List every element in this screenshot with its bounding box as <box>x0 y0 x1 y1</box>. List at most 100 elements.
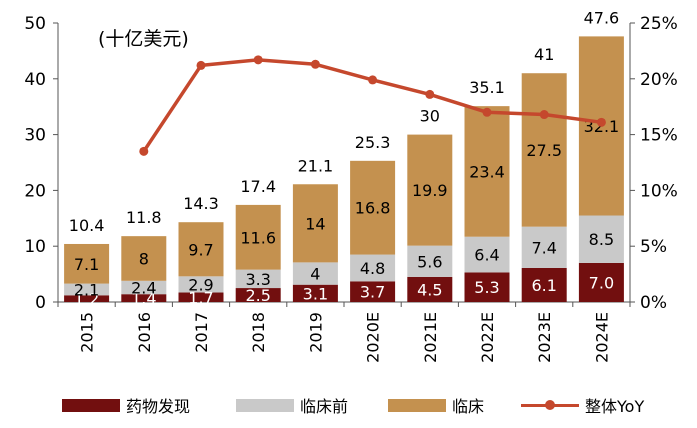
bar-segment-drug-discovery <box>121 294 167 302</box>
bar-total-label: 30 <box>420 107 440 126</box>
bar-segment-drug-discovery <box>464 272 510 302</box>
legend-label-drug-discovery: 药物发现 <box>126 397 191 416</box>
left-tick-label: 20 <box>24 181 46 201</box>
unit-label: (十亿美元) <box>98 28 189 50</box>
legend-swatch-preclinical <box>236 398 294 412</box>
legend-item-clinical: 临床 <box>388 394 484 416</box>
bar-segment-clinical <box>292 184 338 263</box>
x-tick-label: 2024E <box>592 312 611 363</box>
bar-total-label: 17.4 <box>240 177 276 196</box>
bar-segment-clinical <box>235 204 281 270</box>
x-tick-label: 2023E <box>535 312 554 363</box>
bar-segment-clinical-label: 27.5 <box>526 141 562 160</box>
yoy-point <box>482 107 492 117</box>
yoy-point <box>196 60 206 70</box>
bar-total-label: 25.3 <box>355 133 391 152</box>
bar-total-label: 11.8 <box>126 208 162 227</box>
bar-segment-drug-discovery <box>178 292 224 302</box>
legend-swatch-yoy <box>521 398 579 412</box>
right-tick-label: 10% <box>640 181 678 201</box>
bar-segment-drug-discovery <box>292 284 338 302</box>
bar-segment-clinical-label: 23.4 <box>469 162 505 181</box>
bar-segment-preclinical <box>464 236 510 273</box>
x-tick-label: 2015 <box>78 312 97 353</box>
bar-segment-preclinical-label: 3.3 <box>245 270 270 289</box>
bar-segment-preclinical <box>578 215 624 263</box>
legend-item-preclinical: 临床前 <box>236 394 348 416</box>
yoy-point <box>310 59 320 69</box>
bar-segment-drug-discovery <box>521 267 567 302</box>
bar-segment-drug-discovery-label: 6.1 <box>531 276 556 295</box>
bar-segment-drug-discovery <box>350 281 396 302</box>
bar-segment-clinical-label: 14 <box>305 214 325 233</box>
bar-segment-drug-discovery-label: 4.5 <box>417 280 442 299</box>
bar-segment-drug-discovery-label: 1.7 <box>188 288 213 307</box>
bar-total-label: 35.1 <box>469 78 505 97</box>
bar-segment-preclinical-label: 2.4 <box>131 278 156 297</box>
bar-segment-drug-discovery <box>235 288 281 302</box>
legend-swatch-drug-discovery <box>62 398 120 412</box>
x-tick-label: 2019 <box>306 312 325 353</box>
bar-total-label: 41 <box>534 45 554 64</box>
left-tick-label: 30 <box>24 126 46 146</box>
total-labels: 10.4 11.8 14.3 17.4 21.1 25.3 30 35.1 41 47.6 <box>69 8 619 235</box>
legend-label-clinical: 临床 <box>452 397 485 416</box>
bar-segment-drug-discovery <box>407 276 453 302</box>
yoy-line-layer <box>139 55 606 156</box>
bar-segment-clinical <box>64 243 110 284</box>
yoy-point <box>368 75 378 85</box>
x-tick-label: 2020E <box>364 312 383 363</box>
bar-segment-clinical <box>407 134 453 246</box>
left-tick-label: 0 <box>35 293 46 313</box>
bar-segment-clinical-label: 19.9 <box>412 181 448 200</box>
right-tick-label: 25% <box>640 14 678 34</box>
bar-segment-preclinical <box>121 280 167 295</box>
bar-segment-preclinical <box>407 245 453 277</box>
bar-total-label: 10.4 <box>69 216 105 235</box>
bar-segment-preclinical-label: 4.8 <box>360 259 385 278</box>
bar-segment-preclinical-label: 4 <box>310 265 320 284</box>
bar-segment-clinical <box>464 106 510 237</box>
bar-segment-preclinical <box>521 226 567 268</box>
yoy-point <box>253 55 263 65</box>
left-tick-label: 10 <box>24 237 46 257</box>
yoy-point <box>596 117 606 127</box>
bar-segment-drug-discovery-label: 2.5 <box>245 286 270 305</box>
left-tick-label: 40 <box>24 70 46 90</box>
bar-segment-clinical-label: 16.8 <box>355 199 391 218</box>
bar-segment-clinical-label: 7.1 <box>74 255 99 274</box>
x-tick-label: 2021E <box>421 312 440 363</box>
bar-segment-drug-discovery-label: 5.3 <box>474 278 499 297</box>
bar-segment-preclinical-label: 2.9 <box>188 275 213 294</box>
x-tick-label: 2017 <box>192 312 211 353</box>
legend: 药物发现 临床前 临床 整体YoY <box>0 388 697 420</box>
left-tick-label: 50 <box>24 14 46 34</box>
bar-segment-clinical <box>350 160 396 255</box>
axes: 0 10 20 30 40 50 0% 5% 10% 15% 20% 25% 2015 2016 2017 2… <box>24 14 677 363</box>
bars <box>64 36 624 302</box>
right-tick-label: 15% <box>640 126 678 146</box>
legend-item-yoy: 整体YoY <box>521 394 644 416</box>
bar-segment-drug-discovery <box>64 295 110 302</box>
bar-segment-drug-discovery-label: 7.0 <box>589 273 614 292</box>
bar-segment-preclinical-label: 6.4 <box>474 246 499 265</box>
bar-segment-preclinical-label: 8.5 <box>589 230 614 249</box>
bar-segment-clinical <box>178 222 224 277</box>
legend-label-preclinical: 临床前 <box>300 397 349 416</box>
bar-segment-preclinical <box>292 262 338 285</box>
x-tick-label: 2016 <box>135 312 154 353</box>
bar-segment-drug-discovery <box>578 262 624 302</box>
bar-segment-clinical-label: 11.6 <box>240 228 276 247</box>
yoy-point <box>139 146 149 156</box>
bar-total-label: 21.1 <box>298 156 334 175</box>
bar-segment-preclinical <box>235 269 281 289</box>
bar-total-label: 14.3 <box>183 194 219 213</box>
legend-swatch-clinical <box>388 398 446 412</box>
bar-segment-preclinical-label: 5.6 <box>417 252 442 271</box>
bar-segment-drug-discovery-label: 1.2 <box>74 290 99 309</box>
x-tick-label: 2018 <box>249 312 268 353</box>
bar-segment-clinical <box>121 236 167 281</box>
bar-segment-clinical-label: 9.7 <box>188 240 213 259</box>
yoy-point <box>425 89 435 99</box>
